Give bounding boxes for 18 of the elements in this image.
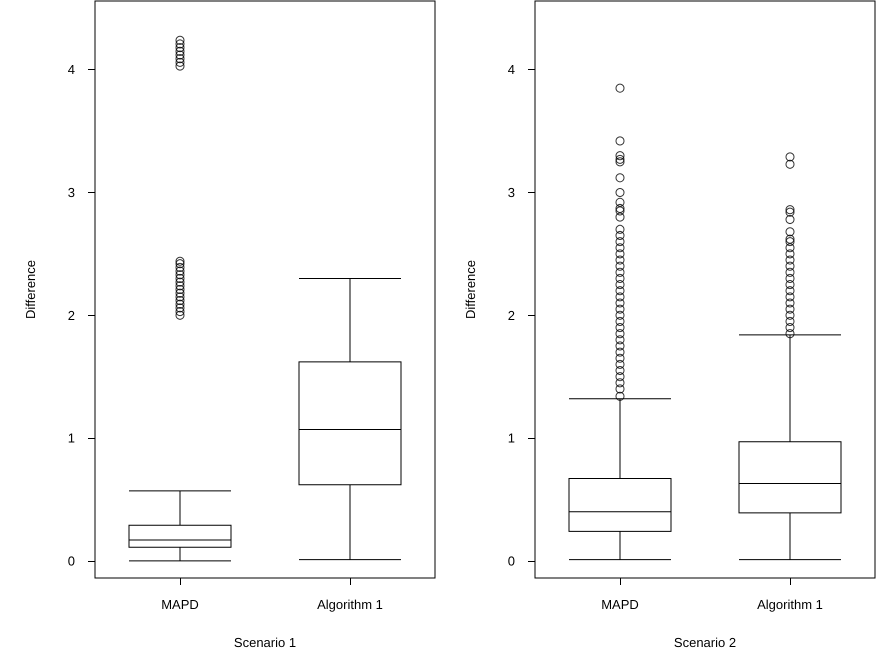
x-tick-label: MAPD <box>601 597 639 612</box>
y-tick-label: 4 <box>508 62 515 78</box>
x-tick-label: Algorithm 1 <box>757 597 823 612</box>
y-tick-label: 1 <box>508 430 515 446</box>
y-tick-label: 0 <box>68 553 75 568</box>
y-axis-title: Difference <box>463 260 478 320</box>
y-tick-label: 4 <box>68 62 75 78</box>
y-tick-label: 2 <box>68 308 75 323</box>
y-tick-label: 3 <box>508 185 515 200</box>
y-tick-label: 1 <box>68 430 75 446</box>
y-tick-label: 2 <box>508 308 515 323</box>
y-tick-label: 0 <box>508 553 515 568</box>
x-axis-title: Scenario 1 <box>234 635 296 650</box>
x-tick-label: MAPD <box>161 597 199 612</box>
x-tick-label: Algorithm 1 <box>317 597 383 612</box>
x-axis-title: Scenario 2 <box>674 635 736 650</box>
y-tick-label: 3 <box>68 185 75 200</box>
y-axis-title: Difference <box>23 260 38 320</box>
